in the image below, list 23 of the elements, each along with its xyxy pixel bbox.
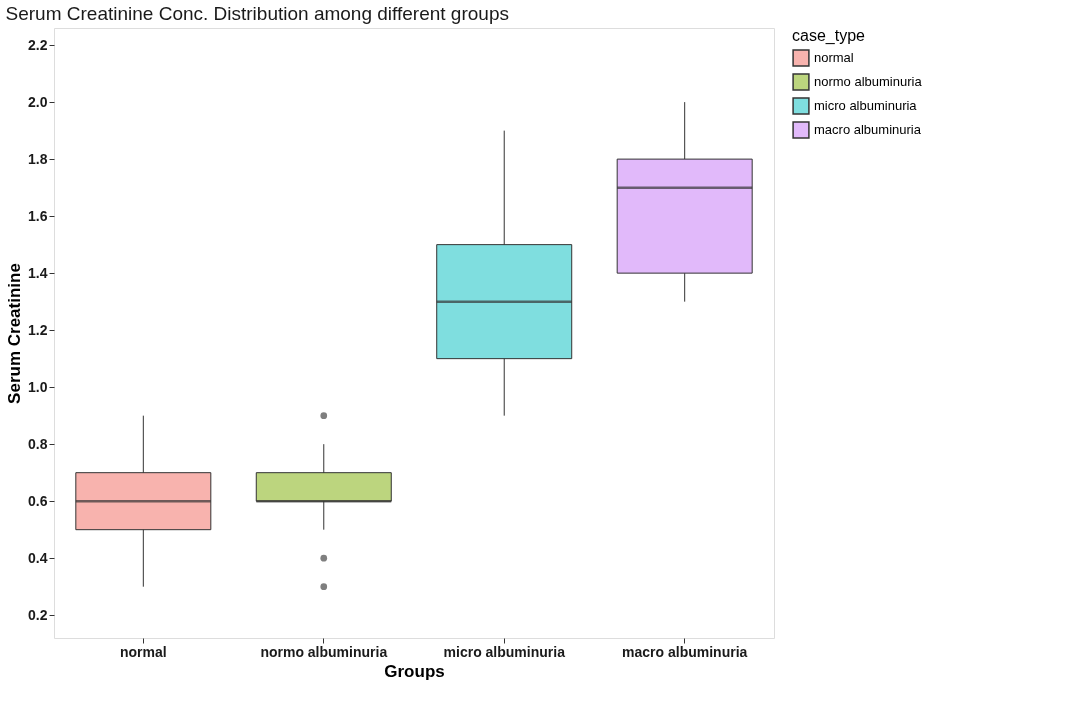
legend-label: normal — [814, 50, 854, 65]
y-tick-label: 1.0 — [28, 378, 48, 395]
y-tick-label: 1.8 — [28, 150, 48, 167]
y-tick-label: 0.8 — [28, 435, 48, 452]
y-tick-label: 1.6 — [28, 207, 48, 224]
y-tick-label: 0.2 — [28, 606, 48, 623]
y-tick-label: 2.2 — [28, 36, 48, 53]
legend-title: case_type — [792, 27, 866, 45]
y-axis-title: Serum Creatinine — [5, 263, 25, 404]
x-tick-label: micro albuminuria — [443, 643, 566, 660]
x-tick-label: normal — [119, 643, 167, 660]
x-tick-label: normo albuminuria — [260, 643, 388, 660]
y-tick-label: 2.0 — [28, 93, 48, 110]
x-tick-label: macro albuminuria — [622, 643, 748, 660]
x-axis-title: Groups — [384, 661, 445, 681]
chart-title: Serum Creatinine Conc. Distribution among different groups — [5, 3, 509, 24]
legend-label: macro albuminuria — [814, 122, 922, 137]
y-tick-label: 1.2 — [28, 321, 48, 338]
legend-label: normo albuminuria — [814, 74, 923, 89]
y-tick-label: 0.6 — [28, 492, 48, 509]
y-tick-label: 1.4 — [28, 264, 48, 281]
y-tick-label: 0.4 — [28, 549, 48, 566]
legend-label: micro albuminuria — [814, 98, 918, 113]
